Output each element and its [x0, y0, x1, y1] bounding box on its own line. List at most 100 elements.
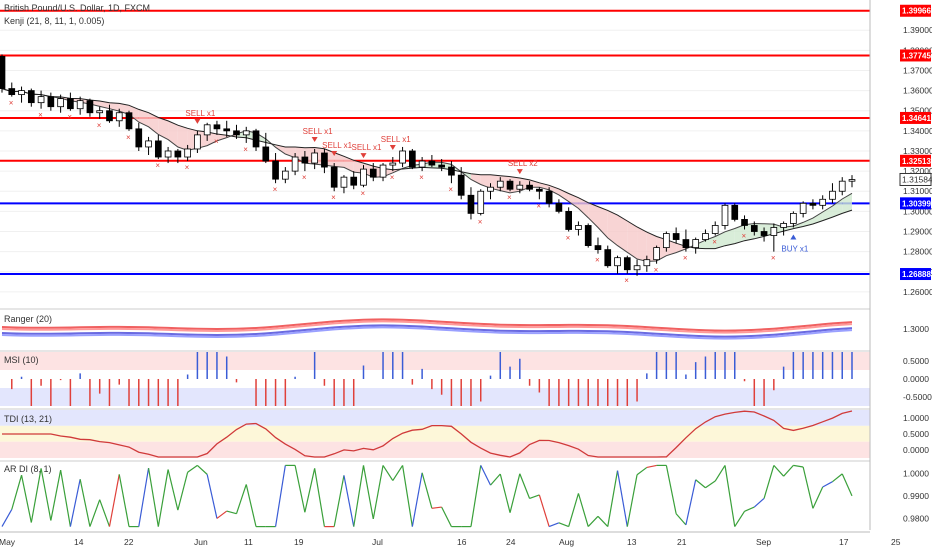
- candle-body: [721, 204, 729, 226]
- candle-body: [379, 164, 387, 178]
- ardi-line: [304, 468, 316, 513]
- candle-body: [223, 128, 231, 132]
- candle-body: [252, 130, 260, 148]
- cloud-segment: [470, 173, 481, 185]
- candle: [301, 150, 309, 172]
- price-grid: [0, 29, 870, 293]
- candle-body: [67, 98, 74, 110]
- price-tick-label: 1.32000: [903, 166, 932, 176]
- ardi-line: [108, 474, 120, 527]
- candle-body: [457, 174, 465, 196]
- candle: [604, 245, 612, 268]
- cloud-segment: [138, 109, 149, 127]
- candle: [584, 223, 592, 248]
- msi-panel[interactable]: [0, 350, 932, 406]
- stop-mark: ×: [97, 121, 102, 130]
- time-tick-label: Jun: [194, 537, 208, 547]
- candle-body: [536, 188, 543, 192]
- ardi-line: [509, 473, 521, 513]
- ardi-line: [362, 465, 374, 520]
- price-tick-label: 1.26000: [903, 287, 932, 297]
- price-tick-label: 1.31000: [903, 186, 932, 196]
- candle-body: [711, 225, 719, 234]
- ardi-line: [597, 515, 609, 528]
- ardi-line: [548, 522, 560, 528]
- ardi-line: [226, 510, 237, 515]
- candle-body: [477, 190, 485, 214]
- ardi-line: [734, 511, 746, 527]
- indicator-label: Kenji (21, 8, 11, 1, 0.005): [4, 16, 104, 26]
- candle-body: [301, 156, 309, 164]
- msi-tick-label: 0.0000: [903, 374, 929, 384]
- stop-mark: ×: [9, 99, 14, 108]
- ardi-line: [665, 465, 677, 514]
- ardi-line: [11, 475, 23, 510]
- ardi-line: [636, 466, 648, 476]
- candle: [184, 144, 191, 162]
- ranger-panel[interactable]: [0, 308, 932, 340]
- cloud-segment: [207, 132, 217, 146]
- time-tick-label: 13: [627, 537, 637, 547]
- candle-body: [291, 156, 299, 172]
- cloud-segment: [275, 144, 286, 154]
- candle: [125, 110, 133, 131]
- candle-body: [487, 186, 494, 192]
- cloud-segment: [588, 202, 598, 228]
- candle: [750, 221, 758, 236]
- cloud-segment: [578, 197, 589, 218]
- ardi-line: [675, 513, 687, 526]
- ardi-line: [30, 468, 42, 523]
- candle-body: [819, 198, 827, 206]
- candle-body: [272, 160, 279, 180]
- tdi-panel[interactable]: [0, 408, 932, 458]
- ardi-line: [626, 474, 638, 527]
- candle-body: [409, 150, 416, 168]
- fast-line: [1, 88, 853, 262]
- candle-body: [702, 233, 709, 240]
- stop-mark: ×: [654, 266, 659, 275]
- price-tick-label: 1.34000: [903, 126, 932, 136]
- candle: [213, 120, 221, 135]
- level-tag: [900, 111, 931, 124]
- time-axis[interactable]: May 14 22 Jun 11 19 Jul 16 24 Aug 13 21 Sep 17 25: [0, 531, 901, 547]
- level-tag: [900, 4, 931, 17]
- stop-mark: ×: [331, 193, 336, 202]
- candle: [350, 171, 358, 190]
- tdi-tick-label: 1.0000: [903, 413, 929, 423]
- ardi-line: [685, 479, 697, 525]
- price-tick-label: 1.35000: [903, 106, 932, 116]
- candle: [633, 259, 641, 276]
- cloud-segment: [842, 193, 852, 214]
- candle: [135, 122, 143, 151]
- ardi-line: [646, 464, 657, 469]
- candle-body: [242, 130, 250, 136]
- stop-mark: ×: [155, 161, 160, 170]
- ardi-line: [401, 465, 413, 527]
- stop-mark: ×: [624, 276, 629, 285]
- candle-body: [780, 223, 787, 228]
- ardi-line: [372, 465, 384, 520]
- sell-arrow: [516, 169, 523, 175]
- candle: [252, 128, 260, 151]
- candle: [760, 227, 768, 242]
- candle-body: [369, 168, 377, 178]
- last-price-value: 1.31584: [902, 174, 932, 184]
- sell-arrow: [194, 118, 201, 124]
- candle-body: [330, 166, 338, 188]
- candle: [506, 179, 514, 192]
- candle: [477, 189, 485, 216]
- stop-mark: ×: [595, 256, 600, 265]
- cloud-segment: [549, 185, 559, 195]
- cloud-segment: [734, 224, 745, 244]
- ardi-panel[interactable]: [0, 460, 932, 528]
- msi-zone-bottom: [0, 388, 870, 406]
- ranger-band: [1, 324, 853, 338]
- level-tag: [900, 197, 931, 210]
- cloud-segment: [715, 231, 725, 249]
- candle: [428, 155, 436, 168]
- candle-body: [145, 140, 152, 148]
- price-scale[interactable]: 1.390001.380001.370001.360001.350001.340…: [869, 0, 932, 550]
- level-value: 1.39966: [902, 7, 931, 16]
